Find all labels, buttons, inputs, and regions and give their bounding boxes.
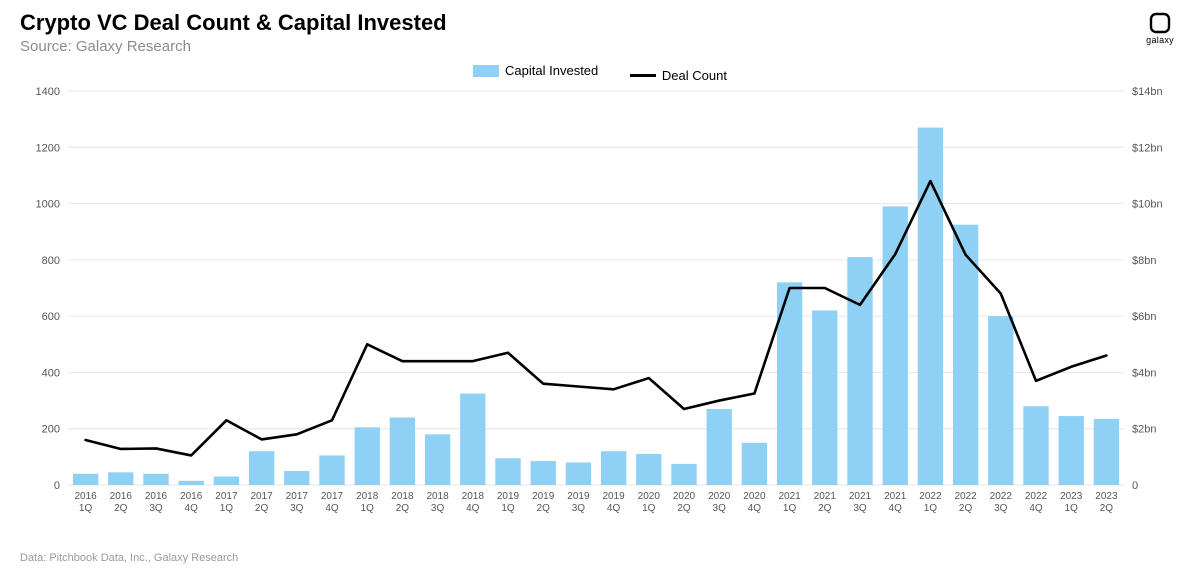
svg-text:$10bn: $10bn [1132, 198, 1163, 210]
x-tick-label: 20211Q [778, 491, 801, 514]
bar [1094, 418, 1119, 484]
svg-text:$12bn: $12bn [1132, 142, 1163, 154]
x-tick-label: 20171Q [215, 491, 238, 514]
bar [355, 427, 380, 485]
bar [812, 310, 837, 484]
x-tick-label: 20224Q [1025, 491, 1048, 514]
bar [1023, 406, 1048, 485]
x-tick-label: 20203Q [708, 491, 731, 514]
x-tick-label: 20231Q [1060, 491, 1083, 514]
chart-container: Crypto VC Deal Count & Capital Invested … [0, 0, 1200, 572]
svg-text:0: 0 [1132, 480, 1138, 492]
x-tick-label: 20204Q [743, 491, 766, 514]
x-tick-label: 20161Q [74, 491, 97, 514]
x-tick-label: 20184Q [462, 491, 485, 514]
legend: Capital Invested Deal Count [20, 63, 1180, 83]
svg-text:$2bn: $2bn [1132, 423, 1156, 435]
x-tick-label: 20232Q [1095, 491, 1118, 514]
x-tick-label: 20202Q [673, 491, 696, 514]
x-tick-label: 20182Q [391, 491, 414, 514]
bar [988, 316, 1013, 485]
x-tick-label: 20172Q [250, 491, 273, 514]
legend-line-label: Deal Count [662, 68, 727, 83]
bar [531, 461, 556, 485]
bar [495, 458, 520, 485]
bar [566, 462, 591, 485]
legend-bar-label: Capital Invested [505, 63, 598, 78]
x-tick-label: 20213Q [849, 491, 872, 514]
bar [179, 480, 204, 484]
x-tick-label: 20163Q [145, 491, 168, 514]
legend-item-bar: Capital Invested [473, 63, 598, 78]
x-tick-label: 20174Q [321, 491, 344, 514]
svg-text:$14bn: $14bn [1132, 86, 1163, 98]
chart-title: Crypto VC Deal Count & Capital Invested [20, 10, 1180, 36]
svg-text:1400: 1400 [36, 86, 60, 98]
bar [390, 417, 415, 485]
x-tick-label: 20183Q [426, 491, 449, 514]
bar [671, 463, 696, 484]
svg-text:1000: 1000 [36, 198, 60, 210]
bar [742, 442, 767, 484]
bar [636, 454, 661, 485]
chart-svg: 0 200 400 600 800 1000 1200 1400 0 $2bn $4bn $6bn $8… [20, 85, 1180, 525]
svg-text:1200: 1200 [36, 142, 60, 154]
x-tick-label: 20193Q [567, 491, 590, 514]
data-source-footer: Data: Pitchbook Data, Inc., Galaxy Resea… [20, 552, 238, 564]
svg-text:$6bn: $6bn [1132, 311, 1156, 323]
bar [601, 451, 626, 485]
legend-item-line: Deal Count [630, 68, 727, 83]
chart-subtitle: Source: Galaxy Research [20, 38, 1180, 55]
svg-text:$4bn: $4bn [1132, 367, 1156, 379]
brand-logo: galaxy [1146, 12, 1174, 45]
bar [214, 476, 239, 484]
svg-text:$8bn: $8bn [1132, 254, 1156, 266]
svg-text:800: 800 [42, 254, 60, 266]
x-tick-label: 20222Q [954, 491, 977, 514]
bar [249, 451, 274, 485]
x-tick-label: 20192Q [532, 491, 555, 514]
x-tick-label: 20214Q [884, 491, 907, 514]
legend-swatch-line [630, 74, 656, 77]
x-tick-label: 20194Q [602, 491, 625, 514]
bar [143, 473, 168, 484]
svg-text:600: 600 [42, 311, 60, 323]
bar [425, 434, 450, 485]
x-tick-label: 20221Q [919, 491, 942, 514]
x-tick-label: 20191Q [497, 491, 520, 514]
x-tick-label: 20173Q [286, 491, 309, 514]
svg-text:200: 200 [42, 423, 60, 435]
legend-swatch-bar [473, 65, 499, 77]
bar [707, 409, 732, 485]
chart-plot: 0 200 400 600 800 1000 1200 1400 0 $2bn $4bn $6bn $8… [20, 85, 1180, 525]
bar [319, 455, 344, 485]
x-tick-label: 20223Q [990, 491, 1013, 514]
svg-text:0: 0 [54, 480, 60, 492]
brand-logo-text: galaxy [1146, 35, 1174, 45]
bar [108, 472, 133, 485]
bar [284, 470, 309, 484]
x-tick-label: 20181Q [356, 491, 379, 514]
galaxy-logo-icon [1149, 12, 1171, 34]
x-tick-label: 20162Q [110, 491, 133, 514]
bar [73, 473, 98, 484]
x-tick-label: 20212Q [814, 491, 837, 514]
x-tick-label: 20164Q [180, 491, 203, 514]
bar [883, 206, 908, 485]
svg-text:400: 400 [42, 367, 60, 379]
x-tick-label: 20201Q [638, 491, 661, 514]
bar [460, 393, 485, 484]
bar [1059, 416, 1084, 485]
